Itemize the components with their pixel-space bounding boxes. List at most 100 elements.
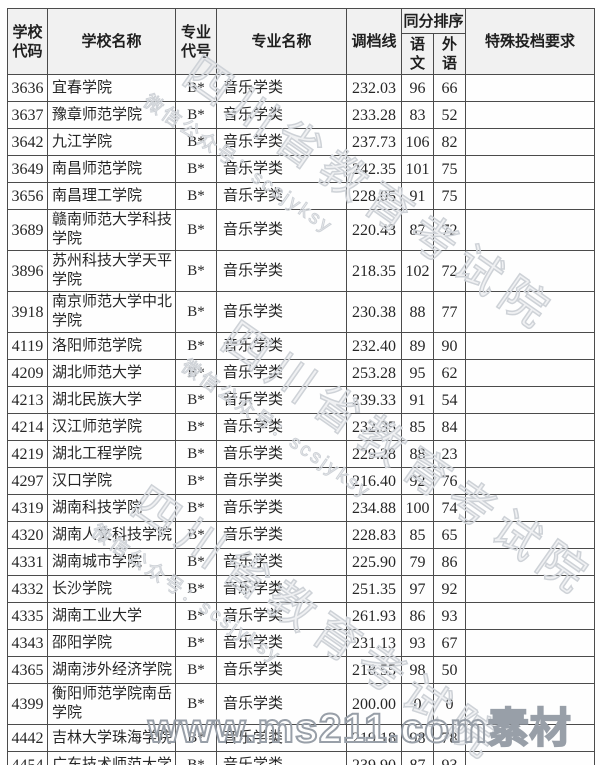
chinese-score-cell: 92 — [401, 467, 434, 495]
school-code-cell: 3649 — [7, 155, 48, 183]
chinese-score-cell: 87 — [401, 751, 434, 765]
table-row: 4320 湖南人文科技学院 B* 音乐学类 228.83 85 65 — [7, 521, 596, 549]
school-name-cell: 赣南师范大学科技学院 — [47, 209, 176, 251]
cutoff-line-cell: 232.03 — [346, 74, 402, 102]
cutoff-line-cell: 230.38 — [346, 291, 402, 333]
header-major-name: 专业名称 — [216, 8, 347, 75]
special-requirement-cell — [465, 656, 596, 684]
school-code-cell: 3918 — [7, 291, 48, 333]
major-code-cell: B* — [175, 440, 217, 468]
chinese-score-cell: 79 — [401, 548, 434, 576]
major-code-cell: B* — [175, 548, 217, 576]
major-name-cell: 音乐学类 — [216, 521, 347, 549]
major-name-cell: 音乐学类 — [216, 359, 347, 387]
special-requirement-cell — [465, 101, 596, 129]
major-code-cell: B* — [175, 155, 217, 183]
school-name-cell: 南昌理工学院 — [47, 182, 176, 210]
header-row-2: 语文 外语 — [8, 33, 595, 75]
cutoff-line-cell: 219.18 — [346, 724, 402, 752]
chinese-score-cell: 87 — [401, 209, 434, 251]
chinese-score-cell: 101 — [401, 155, 434, 183]
chinese-score-cell: 83 — [401, 101, 434, 129]
foreign-score-cell: 93 — [432, 602, 467, 630]
chinese-score-cell: 91 — [401, 182, 434, 210]
major-name-cell: 音乐学类 — [216, 548, 347, 576]
table-row: 4343 邵阳学院 B* 音乐学类 231.13 93 67 — [7, 629, 596, 657]
table-row: 4119 洛阳师范学院 B* 音乐学类 232.40 89 90 — [7, 332, 596, 360]
special-requirement-cell — [465, 467, 596, 495]
foreign-score-cell: 82 — [432, 128, 467, 156]
special-requirement-cell — [465, 182, 596, 210]
special-requirement-cell — [465, 629, 596, 657]
school-code-cell: 4365 — [7, 656, 48, 684]
major-code-cell: B* — [175, 724, 217, 752]
foreign-score-cell: 65 — [432, 521, 467, 549]
table-row: 3642 九江学院 B* 音乐学类 237.73 106 82 — [7, 128, 596, 156]
special-requirement-cell — [465, 494, 596, 522]
major-name-cell: 音乐学类 — [216, 467, 347, 495]
cutoff-line-cell: 220.43 — [346, 209, 402, 251]
major-code-cell: B* — [175, 128, 217, 156]
foreign-score-cell: 75 — [432, 155, 467, 183]
foreign-score-cell: 52 — [432, 101, 467, 129]
table-row: 4332 长沙学院 B* 音乐学类 251.35 97 92 — [7, 575, 596, 603]
admission-score-table: 学校代码 学校名称 专业代号 专业名称 调档线 同分排序 特殊投档要求 语文 外… — [7, 8, 596, 765]
header-major-code: 专业代号 — [175, 8, 217, 75]
chinese-score-cell: 106 — [401, 128, 434, 156]
chinese-score-cell: 96 — [401, 74, 434, 102]
special-requirement-cell — [465, 209, 596, 251]
school-name-cell: 九江学院 — [47, 128, 176, 156]
school-code-cell: 4320 — [7, 521, 48, 549]
school-name-cell: 邵阳学院 — [47, 629, 176, 657]
major-code-cell: B* — [175, 629, 217, 657]
school-name-cell: 吉林大学珠海学院 — [47, 724, 176, 752]
school-name-cell: 湖北工程学院 — [47, 440, 176, 468]
foreign-score-cell: 84 — [432, 413, 467, 441]
special-requirement-cell — [465, 155, 596, 183]
table-row: 4335 湖南工业大学 B* 音乐学类 261.93 86 93 — [7, 602, 596, 630]
table-row: 3896 苏州科技大学天平学院 B* 音乐学类 218.35 102 72 — [7, 250, 596, 292]
chinese-score-cell: 88 — [401, 440, 434, 468]
foreign-score-cell: 75 — [432, 182, 467, 210]
table-row: 4365 湖南涉外经济学院 B* 音乐学类 218.55 98 50 — [7, 656, 596, 684]
school-name-cell: 湖南科技学院 — [47, 494, 176, 522]
major-code-cell: B* — [175, 359, 217, 387]
special-requirement-cell — [465, 548, 596, 576]
header-tie-break: 同分排序 — [400, 8, 467, 34]
major-name-cell: 音乐学类 — [216, 751, 347, 765]
table-row: 3649 南昌师范学院 B* 音乐学类 242.35 101 75 — [7, 155, 596, 183]
major-code-cell: B* — [175, 182, 217, 210]
cutoff-line-cell: 200.00 — [346, 683, 402, 725]
major-code-cell: B* — [175, 656, 217, 684]
table-row: 3637 豫章师范学院 B* 音乐学类 233.28 83 52 — [7, 101, 596, 129]
school-code-cell: 4343 — [7, 629, 48, 657]
major-name-cell: 音乐学类 — [216, 683, 347, 725]
major-name-cell: 音乐学类 — [216, 74, 347, 102]
header-row-1: 学校代码 学校名称 专业代号 专业名称 调档线 同分排序 特殊投档要求 — [7, 8, 596, 75]
major-name-cell: 音乐学类 — [216, 209, 347, 251]
header-foreign-language-score: 外语 — [432, 33, 467, 75]
cutoff-line-cell: 239.33 — [346, 386, 402, 414]
major-code-cell: B* — [175, 683, 217, 725]
cutoff-line-cell: 234.88 — [346, 494, 402, 522]
foreign-score-cell: 77 — [432, 291, 467, 333]
school-name-cell: 汉口学院 — [47, 467, 176, 495]
school-code-cell: 4399 — [7, 683, 48, 725]
chinese-score-cell: 85 — [401, 521, 434, 549]
major-code-cell: B* — [175, 467, 217, 495]
cutoff-line-cell: 232.40 — [346, 332, 402, 360]
major-code-cell: B* — [175, 101, 217, 129]
school-code-cell: 3637 — [7, 101, 48, 129]
school-name-cell: 湖南工业大学 — [47, 602, 176, 630]
major-name-cell: 音乐学类 — [216, 629, 347, 657]
school-name-cell: 湖北师范大学 — [47, 359, 176, 387]
foreign-score-cell: 23 — [432, 440, 467, 468]
school-name-cell: 南昌师范学院 — [47, 155, 176, 183]
chinese-score-cell: 89 — [401, 332, 434, 360]
foreign-score-cell: 66 — [432, 74, 467, 102]
school-code-cell: 4214 — [7, 413, 48, 441]
header-chinese-score: 语文 — [401, 33, 434, 75]
school-code-cell: 4219 — [7, 440, 48, 468]
major-name-cell: 音乐学类 — [216, 724, 347, 752]
